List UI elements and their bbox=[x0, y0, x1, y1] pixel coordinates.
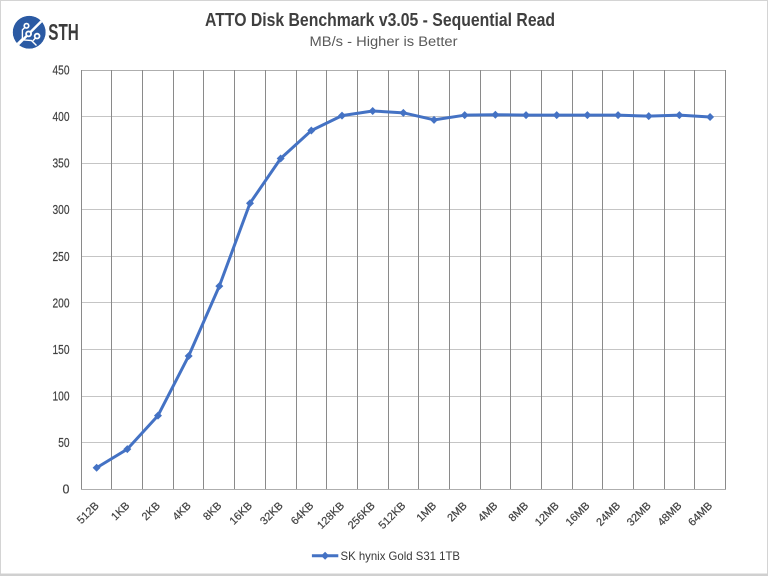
svg-text:200: 200 bbox=[53, 296, 70, 310]
svg-text:250: 250 bbox=[53, 250, 70, 264]
svg-text:0: 0 bbox=[63, 483, 70, 497]
svg-text:150: 150 bbox=[53, 343, 70, 357]
svg-text:MB/s - Higher is Better: MB/s - Higher is Better bbox=[310, 34, 459, 49]
svg-text:300: 300 bbox=[53, 203, 70, 217]
svg-text:450: 450 bbox=[53, 64, 70, 78]
svg-text:350: 350 bbox=[53, 157, 70, 171]
svg-text:50: 50 bbox=[58, 436, 69, 450]
svg-text:100: 100 bbox=[53, 390, 70, 404]
svg-text:400: 400 bbox=[53, 110, 70, 124]
svg-text:SK hynix Gold S31 1TB: SK hynix Gold S31 1TB bbox=[341, 549, 461, 563]
svg-text:STH: STH bbox=[48, 19, 79, 45]
svg-text:ATTO Disk Benchmark v3.05 - Se: ATTO Disk Benchmark v3.05 - Sequential R… bbox=[205, 10, 555, 30]
